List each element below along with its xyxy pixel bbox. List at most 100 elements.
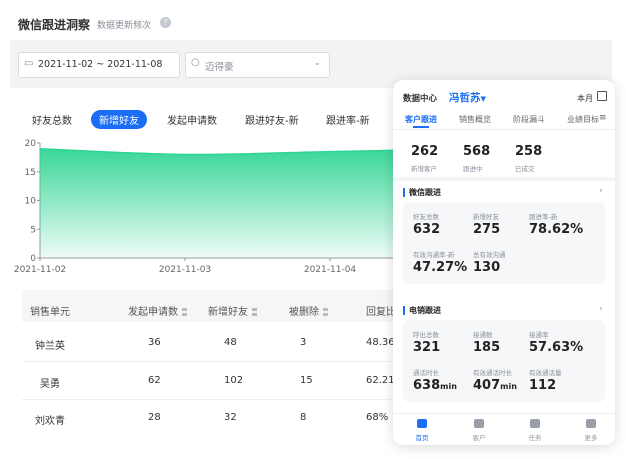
period[interactable]: 本月: [577, 94, 593, 103]
value: 57.63%: [529, 340, 584, 355]
y-tick-label: 10: [25, 197, 37, 207]
date-picker[interactable]: ▭ 2021-11-02 ~ 2021-11-08: [18, 52, 180, 78]
stat-label: 跟进中: [463, 165, 483, 173]
arrow: ▼: [480, 95, 486, 103]
header-text: 被删除: [289, 307, 319, 318]
mobile-panel: 数据中心 冯哲苏▼ 本月 客户跟进 销售概览 阶段漏斗 业绩目标 ≡ 262 新增客户 5…: [393, 80, 615, 445]
calendar-icon[interactable]: [597, 91, 607, 101]
section-title: 微信跟进: [409, 188, 441, 197]
cell: 62.21%: [366, 375, 405, 386]
sort-icon: [182, 308, 187, 316]
x-tick-label: 2021-11-03: [159, 265, 211, 275]
nav-label[interactable]: 客户: [472, 434, 486, 442]
cell: 3: [300, 337, 307, 348]
help-icon[interactable]: ?: [160, 17, 171, 28]
stat-label: 已成交: [515, 165, 535, 173]
panel-tab[interactable]: 业绩目标: [567, 115, 599, 124]
panel-tab[interactable]: 阶段漏斗: [513, 115, 545, 124]
table-header: [22, 290, 393, 322]
stat-value: 568: [463, 144, 491, 159]
value: 638: [413, 378, 441, 393]
metric-value: 112: [529, 378, 556, 393]
cell: 钟兰英: [35, 341, 65, 352]
metric-label: 跟进率-新: [529, 213, 558, 221]
metric-label: 有效通话时长: [473, 369, 512, 377]
column-header[interactable]: 被删除: [289, 303, 328, 318]
section-bar: [403, 188, 405, 197]
chevron[interactable]: ›: [599, 304, 603, 314]
calendar-icon: ▭: [24, 58, 34, 69]
nav-icon[interactable]: [417, 419, 427, 428]
nav-label[interactable]: 首页: [415, 434, 429, 442]
value: 275: [473, 222, 501, 237]
divider: [393, 129, 615, 130]
panel-tab[interactable]: 客户跟进: [405, 115, 437, 124]
menu-icon[interactable]: ≡: [599, 113, 607, 123]
metric-label: 呼出总数: [413, 331, 439, 339]
header-text: 销售单元: [30, 307, 70, 318]
unit: min: [500, 382, 517, 391]
x-tick-label: 2021-11-04: [304, 265, 357, 275]
value: 47.27%: [413, 260, 468, 275]
metric-value: 275: [473, 222, 500, 237]
metric-value: 47.27%: [413, 260, 467, 275]
cell: 15: [300, 375, 313, 386]
section-bar: [403, 306, 405, 315]
tab[interactable]: 新增好友: [91, 110, 147, 129]
column-header: 销售单元: [30, 303, 70, 318]
dropdown-arrow: ⌄: [314, 58, 321, 67]
tab[interactable]: 跟进好友-新: [245, 116, 299, 127]
cell: 48.36%: [366, 337, 405, 348]
subtitle: 数据更新频次: [97, 21, 152, 31]
value: 130: [473, 260, 501, 275]
metric-value: 407min: [473, 378, 517, 393]
x-tick-label: 2021-11-02: [14, 265, 66, 275]
page-title: 微信跟进洞察: [18, 18, 91, 32]
value: 185: [473, 340, 501, 355]
header-text: 新增好友: [208, 307, 248, 318]
sort-icon: [323, 308, 328, 316]
unit: min: [440, 382, 457, 391]
y-tick-label: 20: [25, 139, 37, 149]
panel-tab[interactable]: 销售概览: [459, 115, 491, 124]
tab[interactable]: 发起申请数: [167, 116, 217, 127]
cell: 8: [300, 412, 307, 423]
tab-underline: [413, 126, 429, 128]
section-title: 电销跟进: [409, 306, 441, 315]
header-text: 回复比: [366, 307, 396, 318]
column-header[interactable]: 发起申请数: [128, 303, 187, 318]
user-name[interactable]: 冯哲苏▼: [449, 90, 486, 105]
metric-value: 638min: [413, 378, 457, 393]
row-separator: [22, 399, 393, 400]
sort-icon: [252, 308, 257, 316]
cell: 吴勇: [40, 379, 60, 390]
nav-icon[interactable]: [474, 419, 484, 428]
search-text: 迈得豪: [205, 62, 234, 73]
nav-label[interactable]: 任务: [528, 434, 542, 442]
divider: [393, 413, 615, 414]
chevron[interactable]: ›: [599, 186, 603, 196]
metric-value: 57.63%: [529, 340, 583, 355]
cell: 102: [224, 375, 244, 386]
metric-value: 632: [413, 222, 440, 237]
tab[interactable]: 跟进率-新: [326, 116, 370, 127]
cell: 32: [224, 412, 237, 423]
metric-value: 78.62%: [529, 222, 583, 237]
metric-label: 通话时长: [413, 369, 439, 377]
cell: 48: [224, 337, 237, 348]
row-separator: [22, 361, 393, 362]
metric-label: 总有效沟通: [473, 251, 506, 259]
metric-label: 有效沟通率-新: [413, 251, 455, 259]
nav-label[interactable]: 更多: [584, 434, 598, 442]
nav-icon[interactable]: [586, 419, 596, 428]
header: 微信跟进洞察 数据更新频次 ?: [10, 8, 612, 40]
nav-icon[interactable]: [530, 419, 540, 428]
cell: 62: [148, 375, 161, 386]
column-header[interactable]: 回复比: [366, 303, 396, 318]
value: 78.62%: [529, 222, 584, 237]
search-icon: ○: [191, 57, 200, 68]
tab[interactable]: 好友总数: [32, 116, 72, 127]
column-header[interactable]: 新增好友: [208, 303, 257, 318]
date-range: 2021-11-02 ~ 2021-11-08: [38, 59, 163, 70]
search-box[interactable]: ○ 迈得豪 ⌄: [185, 52, 330, 78]
